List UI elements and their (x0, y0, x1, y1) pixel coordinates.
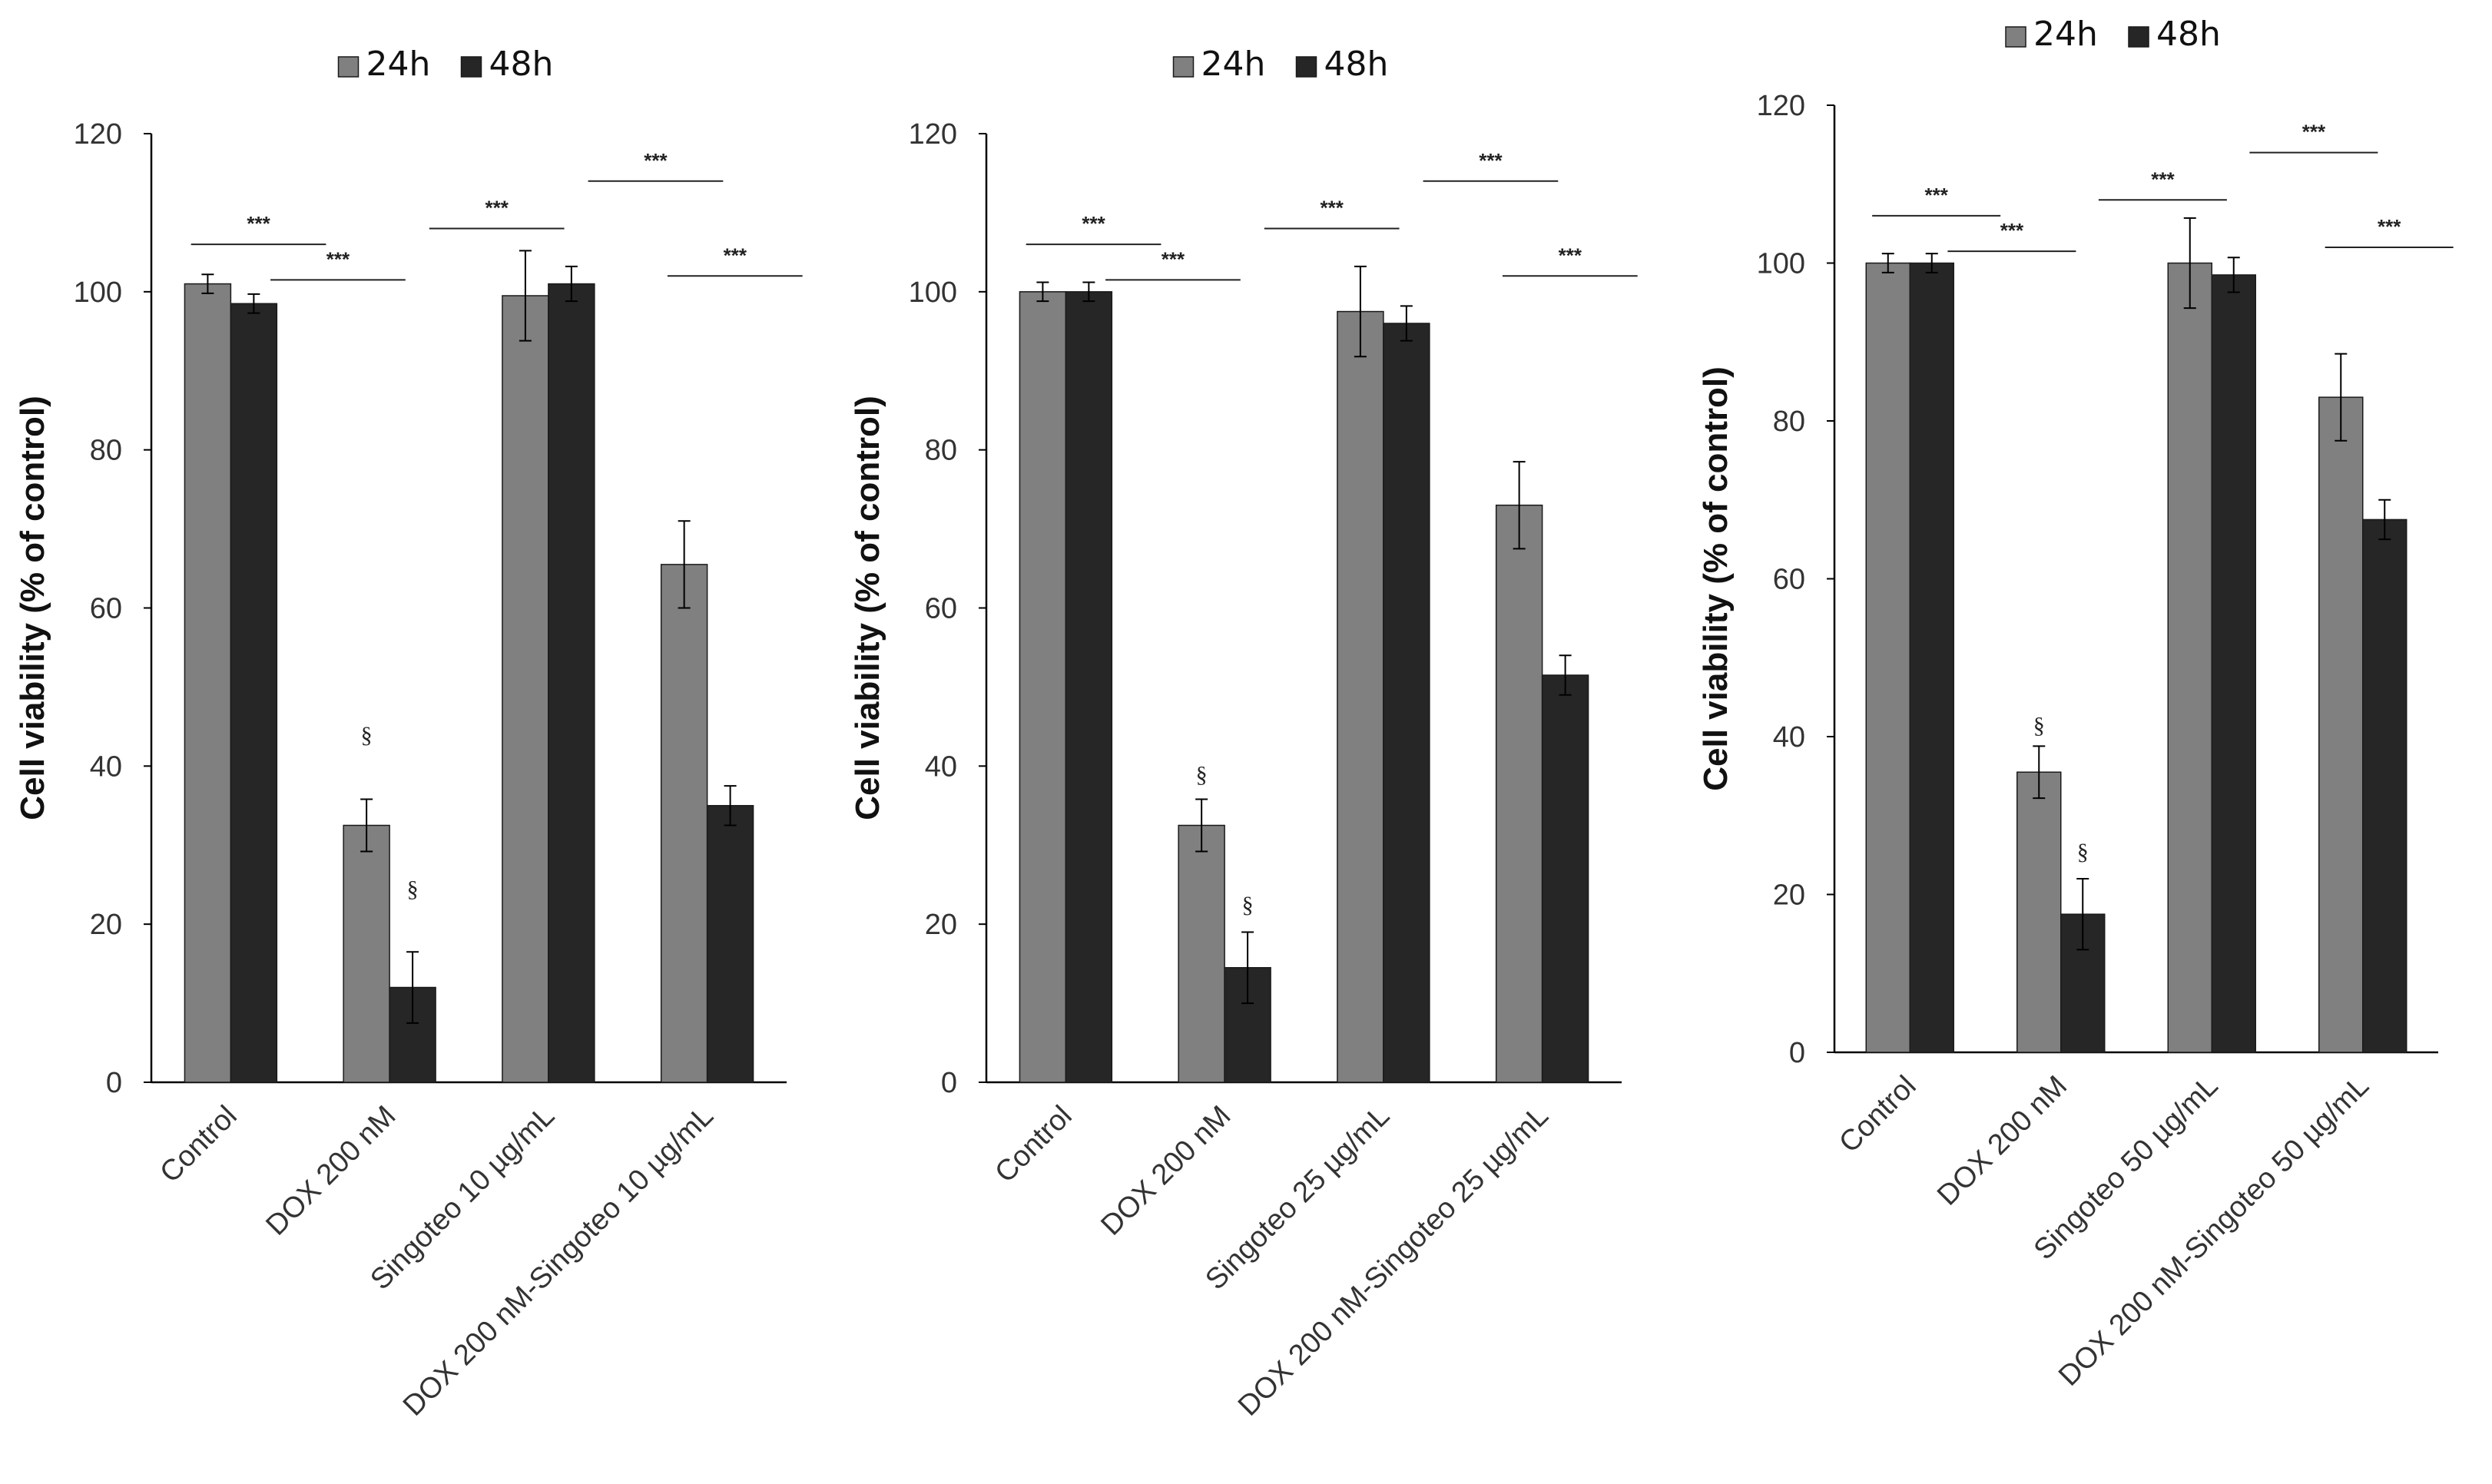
category-label: DOX 200 nM (260, 1100, 402, 1242)
y-tick-label: 80 (1773, 406, 1805, 438)
chart-panel-2: 0 20 40 60 80 100 120 Cell viability (% of cont… (849, 45, 1638, 1423)
bar-48h-3 (1383, 323, 1430, 1083)
y-tick-label: 40 (90, 750, 122, 783)
significance-label: *** (1082, 212, 1105, 235)
bar-48h-3 (548, 283, 595, 1083)
significance-label: *** (2378, 215, 2401, 238)
category-label: DOX 200 nM (1931, 1070, 2073, 1212)
y-tick-label: 20 (90, 909, 122, 941)
bar-24h-3 (2167, 262, 2212, 1053)
y-tick-label: 120 (909, 118, 957, 151)
y-tick-label: 0 (941, 1067, 957, 1099)
section-mark: § (361, 722, 373, 747)
y-tick-label: 80 (90, 435, 122, 467)
bar-48h-2 (1224, 967, 1271, 1083)
y-axis-label: Cell viability (% of control) (1697, 366, 1735, 791)
chart-panel-3: 0 20 40 60 80 100 120 Cell viability (% of cont… (1697, 15, 2454, 1393)
bar-24h-4 (1495, 504, 1543, 1083)
y-tick-label: 20 (925, 909, 957, 941)
bar-48h-1 (1909, 262, 1954, 1053)
bar-24h-4 (660, 564, 708, 1083)
significance-label: *** (2151, 167, 2175, 190)
section-mark: § (407, 876, 419, 902)
bar-48h-3 (2211, 274, 2256, 1053)
y-axis-label: Cell viability (% of control) (849, 396, 886, 820)
legend-swatch-48h (2128, 26, 2149, 48)
bar-24h-2 (2016, 771, 2062, 1053)
significance-label: *** (247, 212, 270, 235)
y-tick-label: 40 (925, 750, 957, 783)
legend-label-24h: 24h (2033, 15, 2098, 54)
bar-24h-4 (2318, 396, 2364, 1053)
bar-24h-3 (1337, 310, 1384, 1083)
category-label: DOX 200 nM-Singoteo 50 µg/mL (2053, 1070, 2375, 1393)
y-tick-label: 80 (925, 435, 957, 467)
significance-label: *** (1479, 149, 1503, 172)
legend-swatch-24h (2005, 26, 2026, 48)
y-tick-label: 60 (925, 593, 957, 625)
y-tick-label: 60 (1773, 564, 1805, 596)
significance-label: *** (1321, 197, 1344, 220)
significance-label: *** (485, 197, 509, 220)
bar-24h-1 (1865, 262, 1910, 1053)
bar-24h-1 (1019, 291, 1067, 1083)
bar-48h-4 (1541, 674, 1589, 1083)
y-tick-label: 120 (1757, 90, 1805, 122)
y-tick-label: 0 (106, 1067, 122, 1099)
significance-label: *** (1559, 243, 1582, 267)
y-axis-label: Cell viability (% of control) (14, 396, 51, 820)
section-mark: § (1196, 762, 1208, 787)
chart-panel-1: 0 20 40 60 80 100 120 Cell viability (% of cont… (14, 45, 803, 1423)
y-tick-label: 60 (90, 593, 122, 625)
legend-swatch-24h (337, 56, 360, 78)
y-tick-label: 0 (1789, 1037, 1805, 1069)
bar-24h-1 (184, 283, 232, 1083)
bar-24h-2 (343, 824, 390, 1083)
section-mark: § (1242, 893, 1254, 918)
category-label: Control (989, 1100, 1078, 1189)
significance-label: *** (644, 149, 668, 172)
legend-label-48h: 48h (2156, 15, 2221, 54)
legend-swatch-48h (460, 56, 482, 78)
significance-label: *** (724, 243, 747, 267)
legend-label-48h: 48h (489, 45, 554, 84)
bar-48h-4 (2362, 518, 2407, 1053)
y-tick-label: 40 (1773, 721, 1805, 754)
category-label: Control (1833, 1070, 1922, 1159)
y-tick-label: 100 (74, 277, 122, 309)
y-tick-label: 120 (74, 118, 122, 151)
y-tick-label: 20 (1773, 879, 1805, 912)
legend-label-24h: 24h (366, 45, 431, 84)
significance-label: *** (2000, 219, 2024, 242)
category-label: DOX 200 nM-Singoteo 10 µg/mL (397, 1100, 720, 1423)
legend-label-24h: 24h (1201, 45, 1266, 84)
bar-24h-3 (502, 295, 549, 1083)
y-tick-label: 100 (1757, 248, 1805, 280)
bar-48h-1 (230, 303, 278, 1083)
legend-swatch-48h (1295, 56, 1317, 78)
significance-label: *** (326, 247, 350, 270)
category-label: DOX 200 nM (1095, 1100, 1237, 1242)
bar-48h-1 (1065, 291, 1113, 1083)
significance-label: *** (1924, 184, 1948, 207)
category-label: Control (154, 1100, 243, 1189)
significance-label: *** (2302, 121, 2326, 144)
section-mark: § (2033, 713, 2045, 738)
category-label: DOX 200 nM-Singoteo 25 µg/mL (1232, 1100, 1555, 1423)
significance-label: *** (1161, 247, 1185, 270)
legend-label-48h: 48h (1324, 45, 1389, 84)
y-tick-label: 100 (909, 277, 957, 309)
bar-24h-2 (1178, 824, 1225, 1083)
legend-swatch-24h (1172, 56, 1195, 78)
bar-48h-4 (706, 805, 754, 1083)
section-mark: § (2077, 839, 2089, 864)
